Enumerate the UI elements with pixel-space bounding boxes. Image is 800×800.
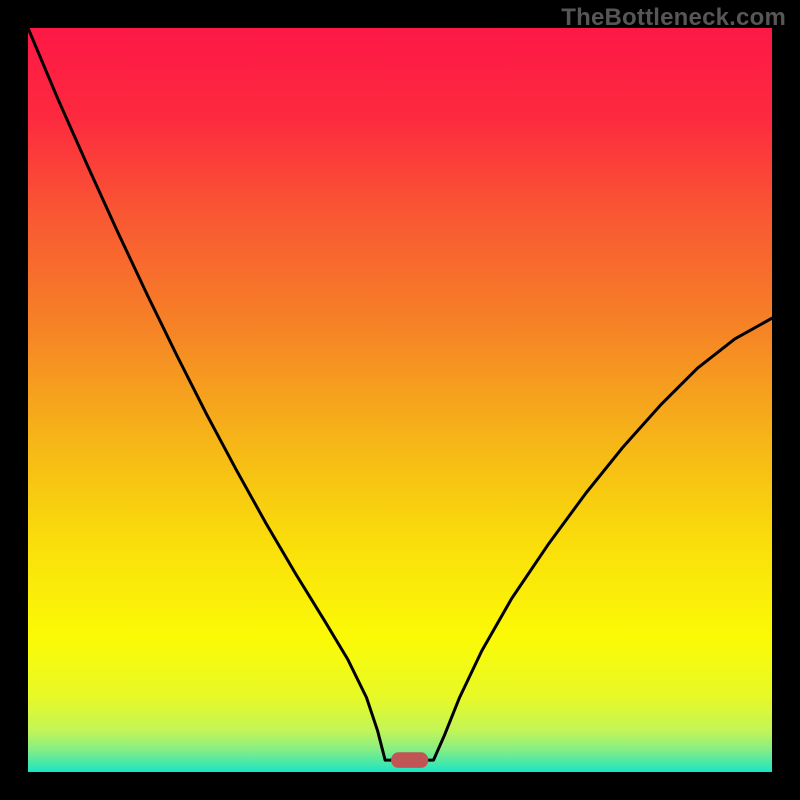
optimum-marker: [391, 752, 428, 768]
bottleneck-chart: [0, 0, 800, 800]
gradient-background: [28, 28, 772, 772]
watermark-text: TheBottleneck.com: [561, 4, 786, 32]
chart-frame: TheBottleneck.com: [0, 0, 800, 800]
